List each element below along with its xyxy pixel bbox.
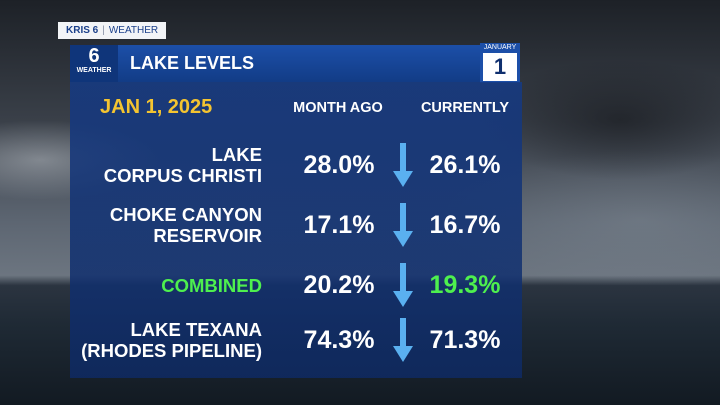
section: WEATHER [108,25,159,36]
current-value: 26.1% [429,151,501,179]
title: LAKE LEVELS [130,53,255,73]
calendar: JANUARY 1 [480,43,520,83]
row-name: COMBINED [62,275,262,296]
calendar-month: JANUARY [483,44,517,51]
down-arrow [393,263,413,312]
arrow-icon [393,318,413,362]
month-ago-value: 28.0% [303,151,375,179]
arrow-icon [393,263,413,307]
station: KRIS 6 [66,25,99,36]
panel: JAN 1, 2025 MONTH AGO CURRENTLY LAKE CORP… [70,82,522,378]
down-arrow [393,318,413,367]
row-name-line: CORPUS CHRISTI [103,165,262,186]
current-value: 71.3% [429,326,501,354]
month-ago-value: 17.1% [303,211,375,239]
date: JAN 1, 2025 [100,96,213,118]
separator: | [102,25,105,36]
row-name-line: LAKE TEXANA [130,319,262,340]
header-bar: 6 WEATHER LAKE LEVELS [70,45,480,82]
current-value: 19.3% [429,271,501,299]
calendar-day: 1 [483,53,517,81]
row-name: CHOKE CANYON RESERVOIR [62,204,262,246]
row-name-line: CHOKE CANYON [109,204,262,225]
brand-tag: KRIS 6 | WEATHER [58,22,167,39]
column-header: MONTH AGO [293,100,383,116]
row-name-line: RESERVOIR [153,225,262,246]
row-name-line: (RHODES PIPELINE) [81,340,262,361]
arrow-icon [393,143,413,187]
column-header: CURRENTLY [420,100,510,116]
row-name-line: LAKE [211,144,262,165]
row-name: LAKE TEXANA (RHODES PIPELINE) [62,319,262,361]
month-ago-value: 20.2% [303,271,375,299]
logo: 6 WEATHER [70,45,118,82]
arrow-icon [393,203,413,247]
row-name: LAKE CORPUS CHRISTI [62,144,262,186]
logo-number: 6 [88,45,100,67]
logo-text: WEATHER [76,67,112,74]
down-arrow [393,203,413,252]
down-arrow [393,143,413,192]
row-name-line: COMBINED [161,274,262,296]
current-value: 16.7% [429,211,501,239]
month-ago-value: 74.3% [303,326,375,354]
